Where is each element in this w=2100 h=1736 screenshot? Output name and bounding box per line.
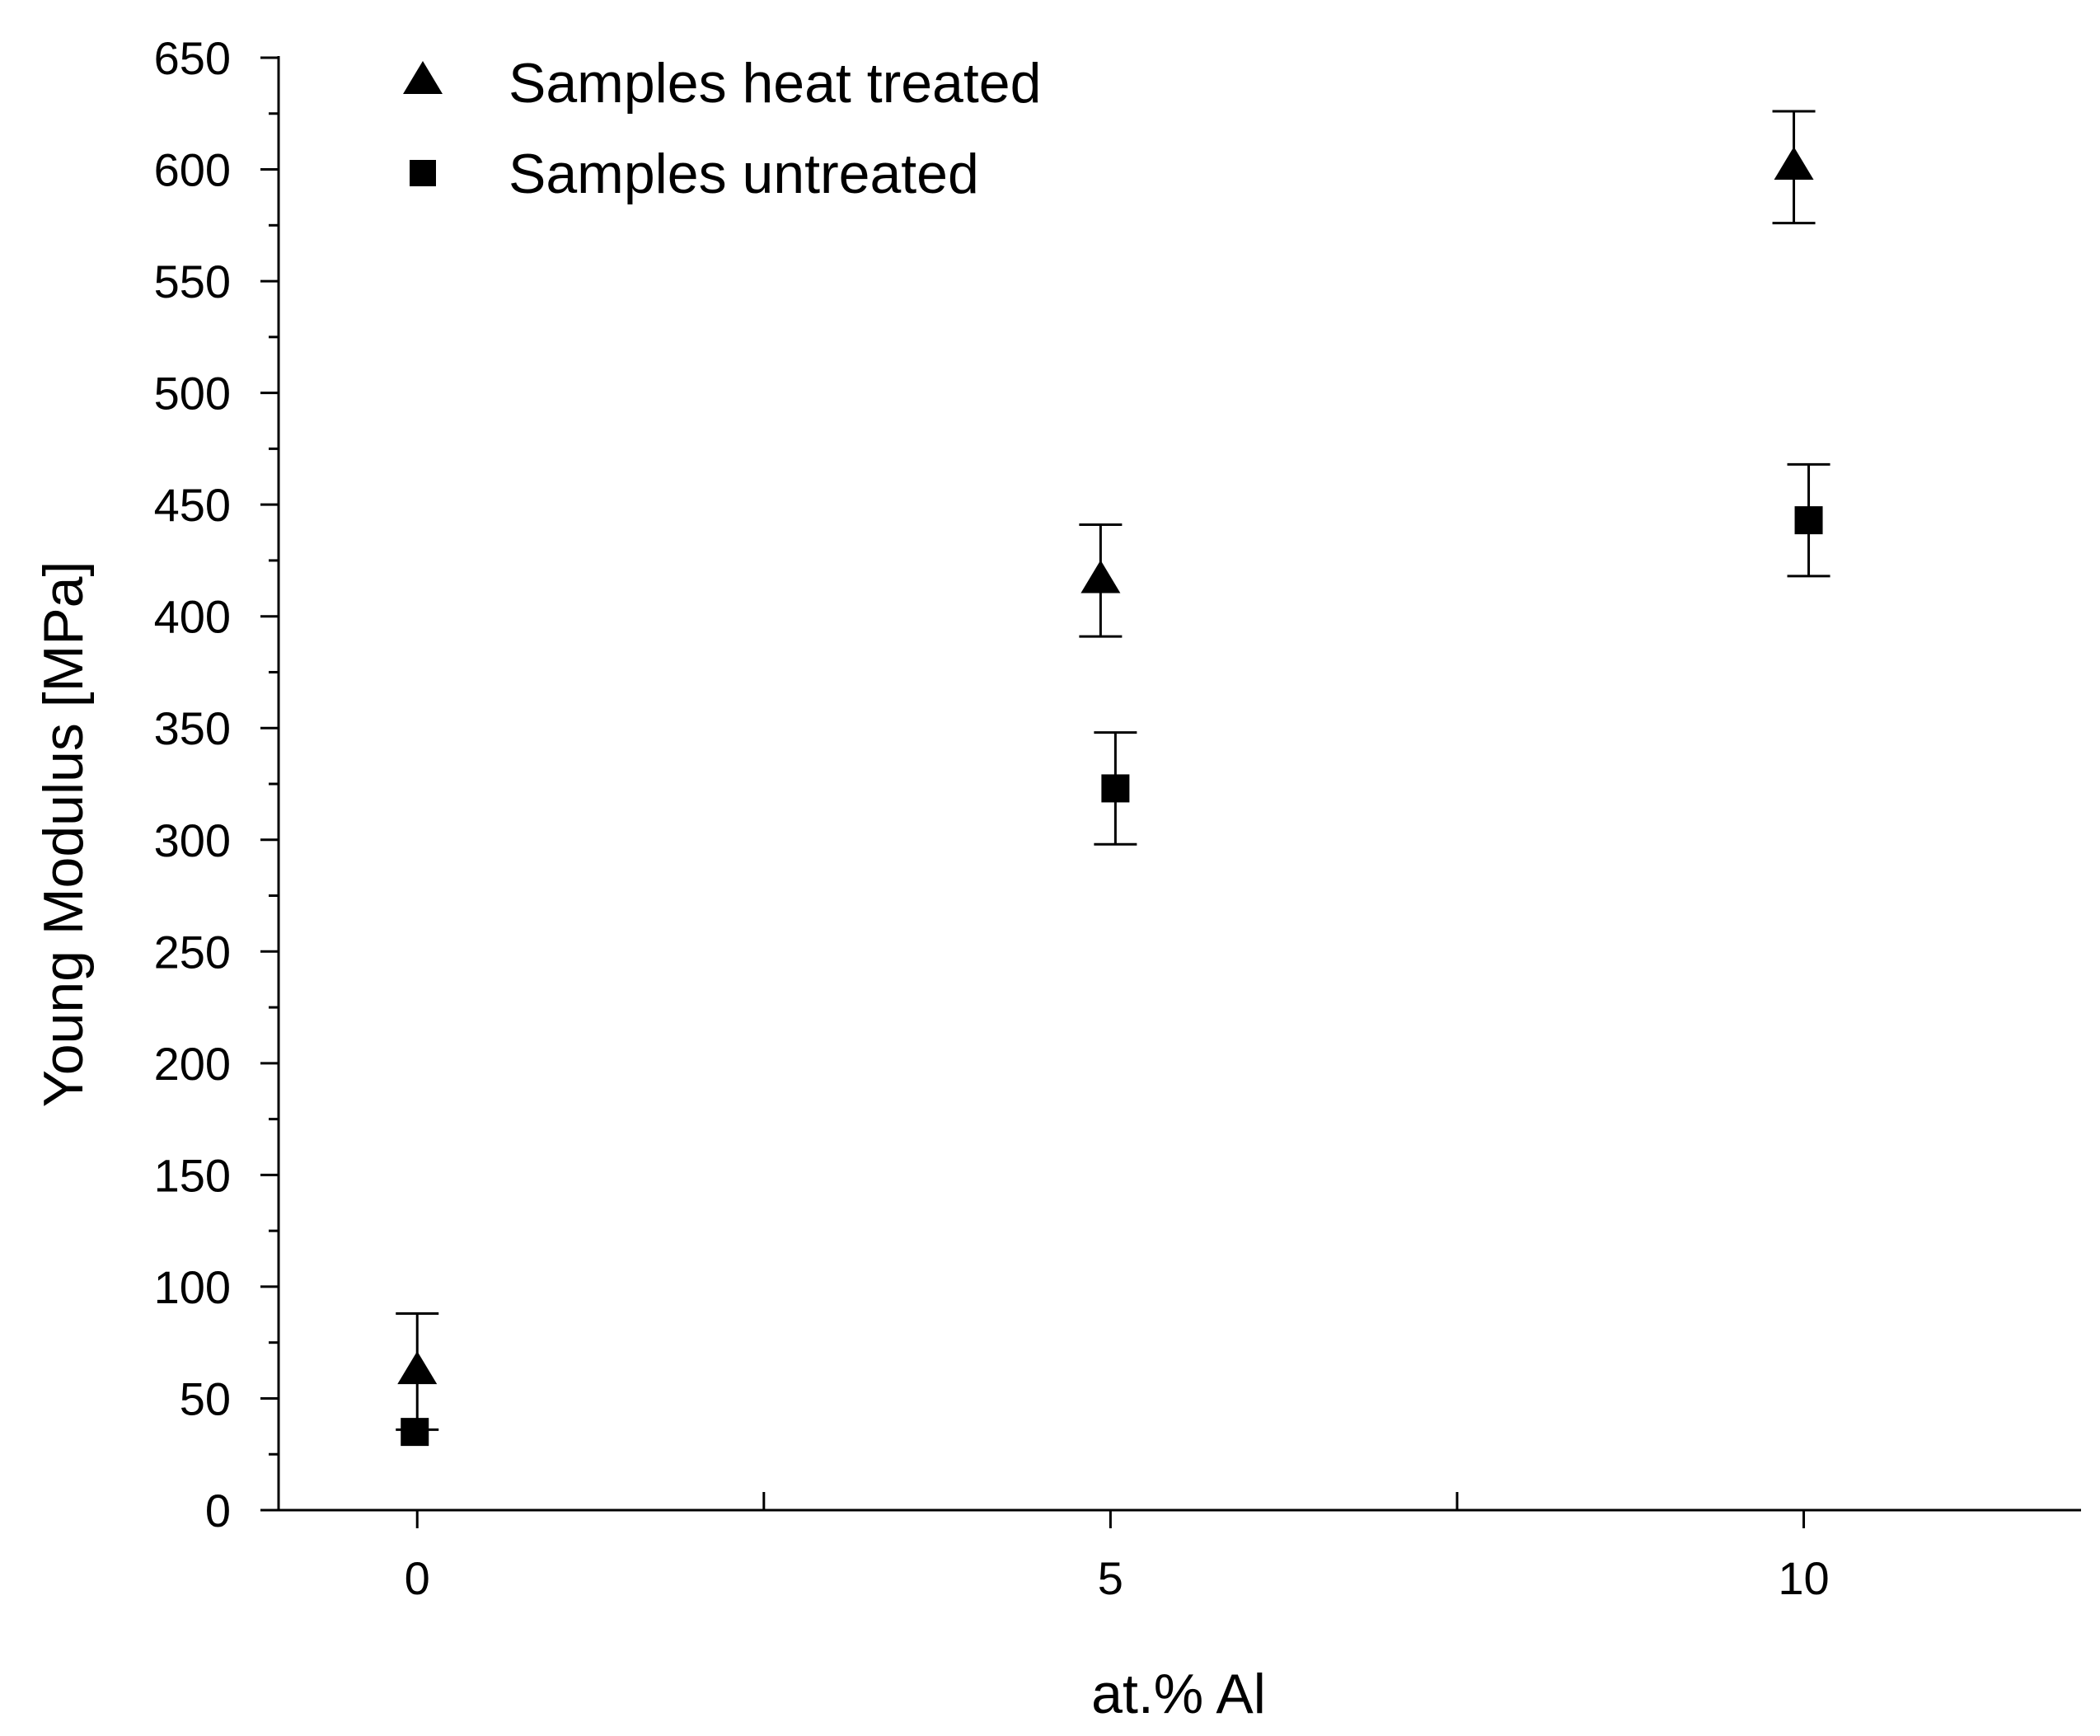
x-tick-label: 0 <box>405 1552 430 1604</box>
square-point <box>1101 774 1130 803</box>
y-tick-label: 550 <box>154 256 231 307</box>
y-tick-label: 100 <box>154 1261 231 1313</box>
triangle-point <box>397 1351 438 1385</box>
legend-triangle-symbol <box>403 61 443 94</box>
triangle-point <box>1774 147 1814 181</box>
y-tick-label: 300 <box>154 814 231 866</box>
y-tick-label: 400 <box>154 591 231 643</box>
y-axis-ticks: 0 50 100 150 200 250 300 350 400 450 500 550 600 650 <box>154 32 279 1537</box>
y-tick-label: 350 <box>154 702 231 754</box>
y-tick-label: 200 <box>154 1038 231 1090</box>
legend-label: Samples untreated <box>509 143 979 205</box>
square-point <box>1794 506 1823 535</box>
legend-label: Samples heat treated <box>509 52 1041 115</box>
x-axis-ticks: 0 5 10 <box>405 1492 1830 1604</box>
triangle-point <box>1080 560 1121 594</box>
data-marks <box>396 110 1830 1447</box>
y-axis-title: Young Modulus [MPa] <box>32 561 95 1108</box>
y-tick-label: 500 <box>154 368 231 420</box>
y-tick-label: 650 <box>154 32 231 84</box>
legend-square-symbol <box>410 160 436 186</box>
x-tick-label: 5 <box>1098 1552 1123 1604</box>
y-tick-label: 600 <box>154 144 231 196</box>
y-tick-label: 150 <box>154 1149 231 1201</box>
square-point <box>401 1418 429 1447</box>
y-tick-label: 450 <box>154 479 231 531</box>
y-tick-label: 0 <box>205 1485 231 1537</box>
legend: Samples heat treated Samples untreated <box>403 52 1041 205</box>
y-tick-label: 250 <box>154 926 231 978</box>
x-axis-title: at.% Al <box>1091 1663 1266 1725</box>
y-tick-label: 50 <box>180 1372 231 1424</box>
x-tick-label: 10 <box>1778 1552 1829 1604</box>
axes <box>277 56 2081 1512</box>
